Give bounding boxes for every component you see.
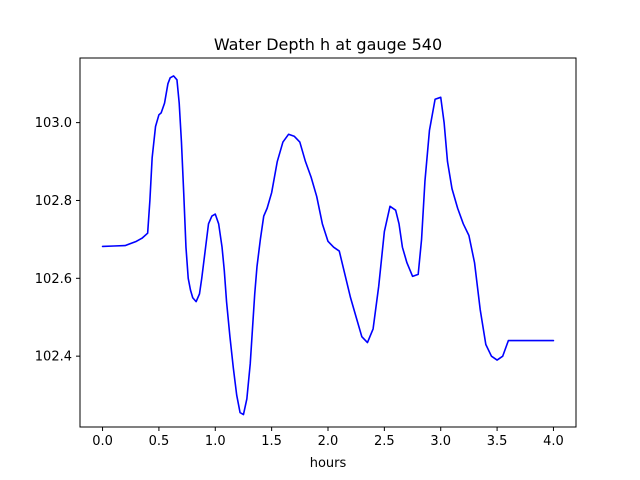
y-tick-label: 102.6 (35, 272, 72, 287)
x-tick-label: 3.0 (430, 434, 451, 449)
x-tick-label: 1.0 (205, 434, 226, 449)
chart-title: Water Depth h at gauge 540 (214, 35, 442, 54)
x-tick-label: 3.5 (487, 434, 508, 449)
x-tick-label: 4.0 (543, 434, 564, 449)
plot-area: 0.0 0.5 1.0 1.5 2.0 2.5 3.0 3.5 4.0 102.4 102.6 102… (35, 57, 577, 449)
x-axis-label: hours (310, 456, 347, 471)
y-tick-label: 103.0 (35, 116, 72, 131)
y-tick-label: 102.8 (35, 194, 72, 209)
x-tick-label: 0.5 (149, 434, 170, 449)
series-line-0 (101, 75, 555, 416)
x-tick-label: 0.0 (92, 434, 113, 449)
x-tick-label: 2.5 (374, 434, 395, 449)
x-tick-label: 1.5 (261, 434, 282, 449)
y-tick-label: 102.4 (35, 350, 72, 365)
x-tick-label: 2.0 (318, 434, 339, 449)
